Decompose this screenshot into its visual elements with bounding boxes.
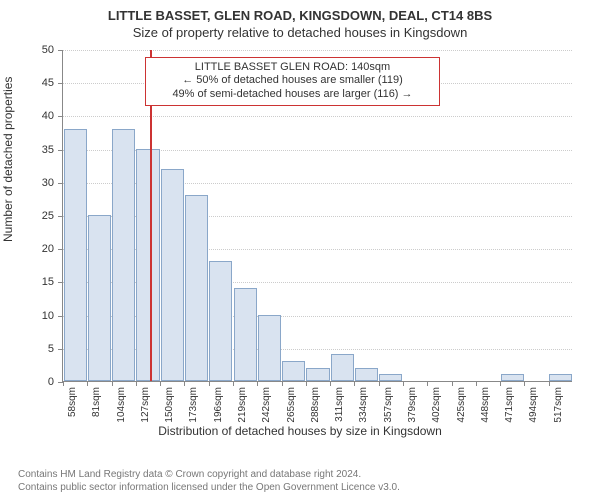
x-tick-label: 81sqm bbox=[91, 387, 102, 417]
y-tick-mark bbox=[58, 216, 63, 217]
x-tick-label: 402sqm bbox=[431, 387, 442, 423]
y-tick-mark bbox=[58, 249, 63, 250]
x-tick-label: 471sqm bbox=[504, 387, 515, 423]
histogram-bar bbox=[501, 374, 524, 381]
x-tick-mark bbox=[209, 381, 210, 386]
histogram-bar bbox=[355, 368, 378, 381]
y-tick-label: 20 bbox=[0, 243, 54, 255]
histogram-bar bbox=[64, 129, 87, 381]
x-tick-mark bbox=[233, 381, 234, 386]
x-tick-label: 265sqm bbox=[286, 387, 297, 423]
y-tick-label: 30 bbox=[0, 177, 54, 189]
gridline bbox=[63, 50, 572, 51]
histogram-bar bbox=[258, 315, 281, 381]
x-tick-label: 448sqm bbox=[480, 387, 491, 423]
x-tick-mark bbox=[500, 381, 501, 386]
histogram-bar bbox=[112, 129, 135, 381]
x-tick-mark bbox=[257, 381, 258, 386]
y-tick-label: 0 bbox=[0, 376, 54, 388]
y-tick-label: 25 bbox=[0, 210, 54, 222]
y-tick-mark bbox=[58, 183, 63, 184]
x-tick-label: 127sqm bbox=[140, 387, 151, 423]
y-tick-label: 15 bbox=[0, 276, 54, 288]
x-tick-label: 517sqm bbox=[553, 387, 564, 423]
histogram-bar bbox=[234, 288, 257, 381]
x-tick-mark bbox=[184, 381, 185, 386]
plot-area: LITTLE BASSET GLEN ROAD: 140sqm ← 50% of… bbox=[62, 50, 572, 382]
histogram-bar bbox=[282, 361, 305, 381]
x-tick-mark bbox=[379, 381, 380, 386]
x-tick-mark bbox=[306, 381, 307, 386]
y-tick-label: 5 bbox=[0, 343, 54, 355]
marker-annotation-box: LITTLE BASSET GLEN ROAD: 140sqm ← 50% of… bbox=[145, 57, 441, 106]
histogram-bar bbox=[185, 195, 208, 381]
x-tick-label: 150sqm bbox=[164, 387, 175, 423]
histogram-bar bbox=[379, 374, 402, 381]
x-tick-mark bbox=[452, 381, 453, 386]
x-tick-mark bbox=[282, 381, 283, 386]
histogram-bar bbox=[161, 169, 184, 381]
x-tick-label: 173sqm bbox=[188, 387, 199, 423]
page-root: LITTLE BASSET, GLEN ROAD, KINGSDOWN, DEA… bbox=[0, 0, 600, 500]
y-tick-mark bbox=[58, 282, 63, 283]
x-tick-label: 58sqm bbox=[67, 387, 78, 417]
x-tick-mark bbox=[403, 381, 404, 386]
histogram-bar bbox=[306, 368, 329, 381]
x-tick-label: 494sqm bbox=[528, 387, 539, 423]
x-tick-mark bbox=[524, 381, 525, 386]
y-tick-label: 45 bbox=[0, 77, 54, 89]
y-tick-mark bbox=[58, 83, 63, 84]
y-tick-mark bbox=[58, 316, 63, 317]
gridline bbox=[63, 116, 572, 117]
y-tick-label: 50 bbox=[0, 44, 54, 56]
x-tick-label: 357sqm bbox=[383, 387, 394, 423]
y-tick-mark bbox=[58, 349, 63, 350]
x-tick-mark bbox=[549, 381, 550, 386]
x-tick-mark bbox=[112, 381, 113, 386]
footer: Contains HM Land Registry data © Crown c… bbox=[18, 469, 400, 494]
footer-line-1: Contains HM Land Registry data © Crown c… bbox=[18, 469, 400, 482]
chart-container: Number of detached properties LITTLE BAS… bbox=[0, 42, 600, 442]
footer-line-2: Contains public sector information licen… bbox=[18, 482, 400, 495]
x-tick-label: 288sqm bbox=[310, 387, 321, 423]
histogram-bar bbox=[88, 215, 111, 381]
histogram-bar bbox=[549, 374, 572, 381]
x-tick-mark bbox=[136, 381, 137, 386]
x-tick-mark bbox=[476, 381, 477, 386]
histogram-bar bbox=[209, 261, 232, 381]
x-tick-mark bbox=[427, 381, 428, 386]
x-tick-label: 425sqm bbox=[456, 387, 467, 423]
page-title: LITTLE BASSET, GLEN ROAD, KINGSDOWN, DEA… bbox=[0, 0, 600, 23]
x-tick-mark bbox=[354, 381, 355, 386]
histogram-bar bbox=[331, 354, 354, 381]
y-tick-mark bbox=[58, 116, 63, 117]
y-tick-mark bbox=[58, 150, 63, 151]
x-tick-mark bbox=[160, 381, 161, 386]
annotation-line-2: ← 50% of detached houses are smaller (11… bbox=[152, 74, 434, 88]
y-tick-label: 40 bbox=[0, 110, 54, 122]
annotation-line-3: 49% of semi-detached houses are larger (… bbox=[152, 88, 434, 102]
x-tick-label: 242sqm bbox=[261, 387, 272, 423]
x-tick-label: 334sqm bbox=[358, 387, 369, 423]
x-tick-mark bbox=[87, 381, 88, 386]
x-tick-label: 379sqm bbox=[407, 387, 418, 423]
annotation-line-1: LITTLE BASSET GLEN ROAD: 140sqm bbox=[152, 61, 434, 75]
y-tick-mark bbox=[58, 50, 63, 51]
x-tick-mark bbox=[63, 381, 64, 386]
x-tick-label: 219sqm bbox=[237, 387, 248, 423]
x-axis-title: Distribution of detached houses by size … bbox=[0, 424, 600, 438]
page-subtitle: Size of property relative to detached ho… bbox=[0, 23, 600, 40]
y-tick-label: 35 bbox=[0, 144, 54, 156]
y-tick-label: 10 bbox=[0, 310, 54, 322]
x-tick-label: 104sqm bbox=[116, 387, 127, 423]
x-tick-label: 311sqm bbox=[334, 387, 345, 422]
histogram-bar bbox=[136, 149, 159, 381]
x-tick-label: 196sqm bbox=[213, 387, 224, 423]
x-tick-mark bbox=[330, 381, 331, 386]
